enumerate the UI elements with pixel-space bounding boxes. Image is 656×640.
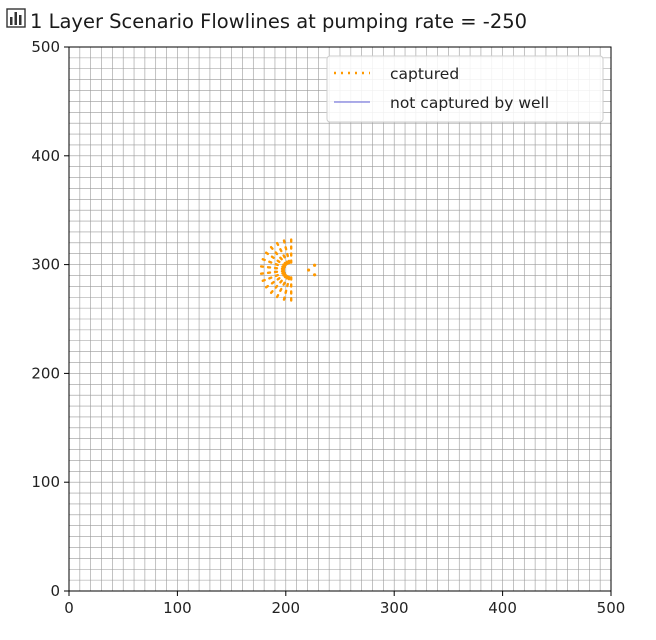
captured-flowline xyxy=(265,251,289,269)
x-tick-label: 200 xyxy=(271,599,300,617)
x-tick-label: 0 xyxy=(64,599,74,617)
captured-flowline xyxy=(259,269,289,275)
captured-flowlines xyxy=(259,238,317,302)
captured-particle xyxy=(312,263,317,267)
captured-flowline xyxy=(261,258,289,270)
chart-title: 1 Layer Scenario Flowlines at pumping ra… xyxy=(30,10,528,33)
y-tick-label: 400 xyxy=(31,147,60,165)
captured-flowline xyxy=(282,273,292,301)
captured-flowline xyxy=(275,241,291,268)
x-tick-label: 300 xyxy=(380,599,409,617)
captured-flowline xyxy=(275,272,291,299)
y-axis: 0 100 200 300 400 500 xyxy=(31,38,69,600)
y-tick-label: 100 xyxy=(31,473,60,491)
plot-frame xyxy=(68,46,612,592)
legend: captured not captured by well xyxy=(326,55,604,123)
y-tick-label: 0 xyxy=(50,582,60,600)
captured-particle xyxy=(306,268,311,272)
y-tick-label: 200 xyxy=(31,364,60,382)
x-tick-label: 400 xyxy=(488,599,517,617)
captured-flowline xyxy=(269,272,290,294)
legend-label-captured: captured xyxy=(390,65,459,83)
captured-flowline xyxy=(259,265,289,271)
captured-flowline xyxy=(265,271,289,289)
captured-flowline xyxy=(261,270,289,282)
x-axis: 0 100 200 300 400 500 xyxy=(64,591,625,617)
y-tick-label: 300 xyxy=(31,256,60,274)
well-marker xyxy=(287,266,296,275)
x-tick-label: 500 xyxy=(597,599,626,617)
captured-flowline xyxy=(282,239,292,267)
captured-particle xyxy=(312,273,317,277)
captured-flowline xyxy=(269,245,290,268)
y-tick-label: 500 xyxy=(31,38,60,56)
bar-chart-icon xyxy=(6,8,26,28)
x-tick-label: 100 xyxy=(163,599,192,617)
legend-label-not-captured: not captured by well xyxy=(390,94,549,112)
model-grid xyxy=(69,47,611,591)
